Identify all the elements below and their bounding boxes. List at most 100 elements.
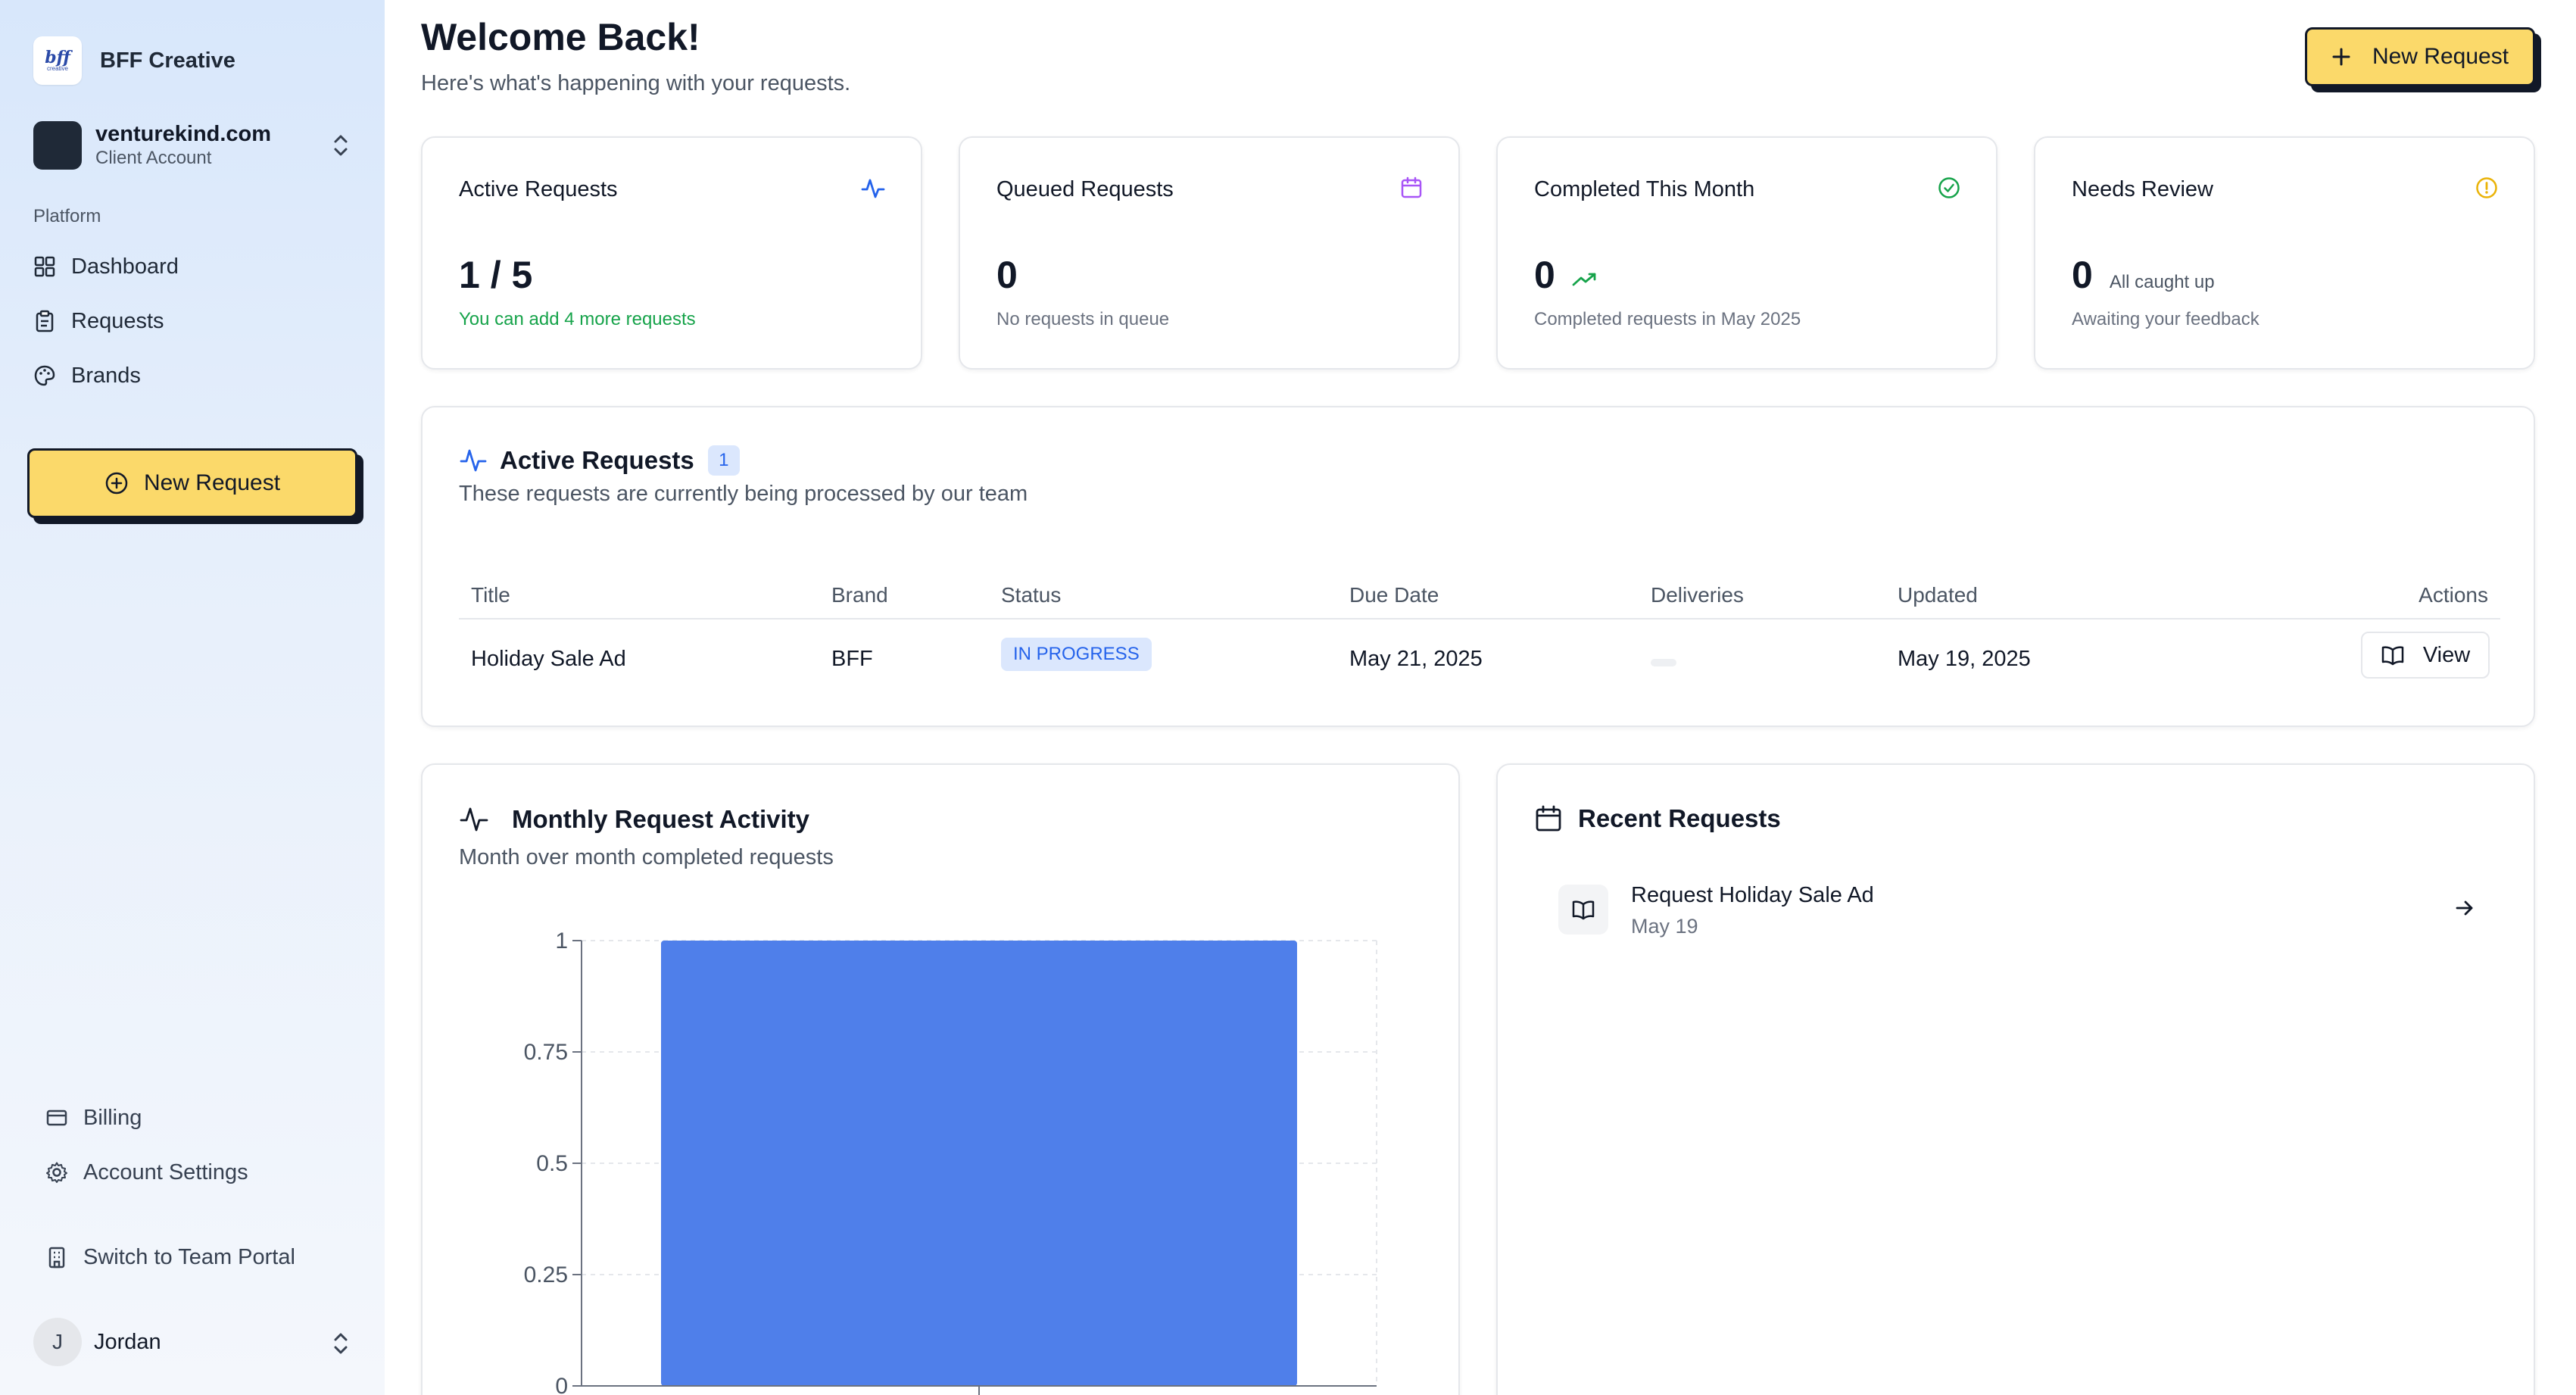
section-label-platform: Platform	[33, 206, 101, 226]
active-requests-header: Active Requests 1	[459, 445, 740, 476]
recent-requests-header: Recent Requests	[1534, 804, 1781, 833]
building-icon	[48, 1247, 65, 1269]
user-name: Jordan	[94, 1329, 161, 1354]
stat-card-needs-review: Needs Review 0 All caught up Awaiting yo…	[2034, 136, 2535, 370]
monthly-activity-subtitle: Month over month completed requests	[459, 845, 834, 869]
view-button[interactable]: View	[2361, 632, 2490, 679]
calendar-icon	[1401, 176, 1422, 198]
user-menu[interactable]: J Jordan	[33, 1318, 351, 1366]
stat-card-completed-this-month: Completed This Month 0 Completed request…	[1496, 136, 1997, 370]
sidebar-item-brands[interactable]: Brands	[33, 357, 141, 394]
y-tick-label: 1	[555, 928, 568, 953]
monthly-activity-header: Monthly Request Activity	[459, 804, 809, 835]
sidebar-item-label: Billing	[83, 1105, 142, 1130]
stat-value-text: 0	[1534, 254, 1555, 296]
y-tick-label: 0	[555, 1374, 568, 1395]
sidebar-new-request-label: New Request	[143, 470, 281, 495]
recent-requests-card: Recent Requests Request Holiday Sale Ad …	[1496, 763, 2535, 1395]
gear-icon	[46, 1162, 67, 1183]
column-header-status: Status	[1001, 583, 1062, 607]
column-header-title: Title	[471, 583, 510, 607]
recent-request-name: Request Holiday Sale Ad	[1631, 883, 1874, 907]
header-new-request-button[interactable]: New Request	[2305, 27, 2535, 86]
brand[interactable]: bff creative BFF Creative	[33, 36, 235, 85]
table-row[interactable]: Holiday Sale Ad BFF IN PROGRESS May 21, …	[459, 621, 2500, 697]
sidebar-item-label: Switch to Team Portal	[83, 1244, 295, 1269]
active-requests-card: Active Requests 1 These requests are cur…	[421, 406, 2535, 727]
monthly-activity-card: Monthly Request Activity Month over mont…	[421, 763, 1460, 1395]
page-subtitle: Here's what's happening with your reques…	[421, 71, 851, 95]
sidebar-item-label: Requests	[71, 308, 164, 333]
recent-request-date: May 19	[1631, 915, 1698, 938]
column-header-updated: Updated	[1898, 583, 1978, 607]
stat-title: Needs Review	[2072, 177, 2213, 201]
brand-logo-subtext: creative	[46, 64, 68, 72]
stat-value-text: 0	[996, 254, 1018, 296]
plus-circle-icon	[105, 472, 128, 495]
sidebar-item-dashboard[interactable]: Dashboard	[33, 248, 179, 285]
stat-value: 0	[1534, 253, 1598, 297]
stat-card-queued-requests: Queued Requests 0 No requests in queue	[959, 136, 1460, 370]
stat-subtext: You can add 4 more requests	[459, 309, 696, 329]
brand-logo-text: bff	[45, 47, 70, 67]
column-header-brand: Brand	[831, 583, 888, 607]
stat-value-text: 1 / 5	[459, 254, 533, 296]
book-open-icon	[1572, 900, 1595, 920]
sidebar-item-label: Brands	[71, 363, 141, 388]
calendar-icon	[1536, 805, 1561, 832]
account-name: venturekind.com	[95, 122, 272, 146]
brand-logo: bff creative	[33, 36, 82, 85]
table-header: Title Brand Status Due Date Deliveries U…	[459, 574, 2500, 619]
sidebar: bff creative BFF Creative venturekind.co…	[0, 0, 385, 1395]
y-tick-label: 0.25	[524, 1262, 568, 1287]
account-avatar	[33, 121, 82, 170]
active-requests-subtitle: These requests are currently being proce…	[459, 482, 1028, 506]
column-header-due-date: Due Date	[1349, 583, 1439, 607]
trending-up-icon	[1572, 273, 1596, 286]
activity-icon	[460, 807, 488, 832]
sidebar-item-switch-portal[interactable]: Switch to Team Portal	[45, 1239, 295, 1275]
stat-inline-note: All caught up	[2109, 272, 2215, 292]
active-requests-title: Active Requests	[500, 446, 694, 474]
page-title: Welcome Back!	[421, 16, 700, 58]
check-circle-icon	[1938, 177, 1960, 198]
sidebar-item-billing[interactable]: Billing	[45, 1100, 142, 1136]
list-item[interactable]: Request Holiday Sale Ad May 19	[1558, 879, 2497, 947]
active-requests-count-badge: 1	[707, 445, 740, 476]
arrow-right-icon[interactable]	[2453, 897, 2476, 919]
status-badge: IN PROGRESS	[1001, 638, 1152, 671]
sidebar-item-account-settings[interactable]: Account Settings	[45, 1154, 248, 1191]
account-role: Client Account	[95, 148, 212, 168]
chevrons-up-down-icon	[334, 1333, 348, 1354]
chevrons-up-down-icon	[334, 135, 348, 156]
monthly-activity-title: Monthly Request Activity	[512, 805, 809, 833]
sidebar-item-label: Dashboard	[71, 254, 179, 279]
cell-brand: BFF	[831, 647, 873, 671]
stat-value-text: 0	[2072, 254, 2093, 296]
stat-subtext: No requests in queue	[996, 309, 1170, 329]
recent-requests-title: Recent Requests	[1578, 804, 1781, 832]
clipboard-icon	[36, 310, 54, 332]
column-header-actions: Actions	[2419, 583, 2488, 607]
cell-title: Holiday Sale Ad	[471, 647, 626, 671]
stat-value: 0	[996, 253, 1018, 297]
sidebar-item-label: Account Settings	[83, 1159, 248, 1184]
deliveries-placeholder	[1651, 659, 1676, 666]
header-new-request-label: New Request	[2372, 44, 2509, 69]
y-tick-label: 0.75	[524, 1040, 568, 1065]
activity-icon	[460, 449, 487, 472]
stat-card-active-requests: Active Requests 1 / 5 You can add 4 more…	[421, 136, 922, 370]
stat-title: Completed This Month	[1534, 177, 1755, 201]
stat-subtext: Completed requests in May 2025	[1534, 309, 1801, 329]
stat-value: 1 / 5	[459, 253, 532, 297]
activity-icon	[861, 179, 885, 198]
request-icon-box	[1558, 885, 1608, 935]
bar	[661, 941, 1297, 1386]
sidebar-new-request-button[interactable]: New Request	[27, 448, 357, 518]
credit-card-icon	[46, 1109, 67, 1126]
sidebar-item-requests[interactable]: Requests	[33, 303, 164, 339]
stat-title: Active Requests	[459, 177, 618, 201]
stat-title: Queued Requests	[996, 177, 1174, 201]
brand-name: BFF Creative	[100, 48, 235, 73]
account-switcher[interactable]: venturekind.com Client Account	[33, 120, 351, 171]
